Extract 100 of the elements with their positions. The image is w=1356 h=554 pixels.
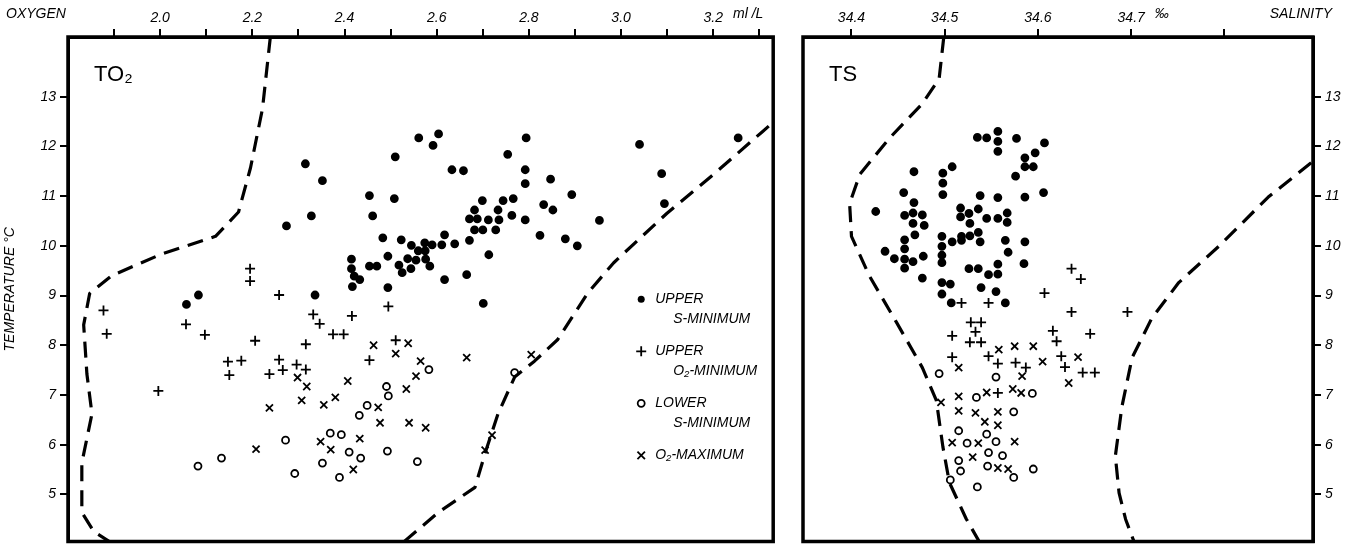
- x-tick-label: 3.0: [611, 9, 632, 26]
- point: [973, 438, 983, 448]
- y-tick-label: 7: [1325, 385, 1334, 402]
- point: [945, 475, 955, 485]
- y-tick-label: 13: [40, 87, 57, 104]
- y-tick-label: 6: [1325, 435, 1333, 452]
- x-tick-label: 2.6: [426, 9, 447, 26]
- x-tick-label: 2.0: [149, 9, 171, 26]
- point: [391, 349, 401, 359]
- point: [1065, 306, 1078, 318]
- point: [1019, 361, 1032, 374]
- point: [373, 402, 383, 412]
- point: [217, 453, 226, 463]
- point: [1055, 350, 1068, 363]
- point: [993, 463, 1003, 473]
- point: [1010, 341, 1020, 351]
- point: [1076, 366, 1089, 379]
- point: [276, 364, 289, 376]
- point: [1017, 371, 1027, 381]
- point: [326, 445, 336, 455]
- point: [362, 400, 372, 410]
- x-axis-title: OXYGEN: [6, 4, 67, 21]
- x-tick-label: 34.6: [1024, 9, 1052, 26]
- point: [180, 318, 192, 331]
- point: [421, 423, 431, 433]
- point: [526, 350, 536, 360]
- point: [956, 466, 965, 476]
- point: [994, 345, 1004, 355]
- point: [1028, 341, 1038, 351]
- point: [193, 461, 203, 471]
- point: [249, 334, 262, 347]
- point: [975, 316, 987, 329]
- point: [244, 275, 256, 287]
- point: [293, 373, 302, 382]
- point: [982, 297, 995, 309]
- point: [936, 397, 946, 407]
- legend-label: O₂-MAXIMUM: [655, 446, 745, 463]
- point: [954, 456, 964, 465]
- point: [1050, 335, 1063, 348]
- y-tick-label: 6: [48, 435, 57, 452]
- point: [263, 368, 276, 380]
- y-tick-label: 9: [1325, 286, 1333, 303]
- point: [273, 353, 285, 366]
- point: [983, 461, 993, 471]
- point: [355, 434, 365, 444]
- point: [991, 437, 1001, 447]
- point: [412, 457, 422, 466]
- text: ‰: [1154, 4, 1169, 21]
- point: [971, 408, 980, 418]
- point: [946, 329, 959, 342]
- text: TS: [829, 61, 858, 86]
- point: [954, 392, 964, 401]
- point: [327, 328, 339, 341]
- point: [980, 417, 990, 427]
- point: [969, 325, 982, 338]
- point: [1016, 388, 1026, 398]
- point: [416, 356, 426, 366]
- point: [389, 334, 402, 347]
- point: [297, 395, 307, 405]
- point: [404, 418, 414, 428]
- y-tick-label: 11: [41, 186, 56, 203]
- point: [281, 435, 290, 445]
- y-tick-label: 8: [48, 336, 57, 353]
- point: [964, 316, 977, 329]
- point: [343, 376, 353, 386]
- point: [1027, 389, 1037, 398]
- point: [963, 336, 976, 349]
- point: [998, 451, 1007, 460]
- point: [972, 482, 982, 492]
- point: [1010, 437, 1020, 447]
- y-tick-label: 10: [1325, 236, 1341, 253]
- point: [348, 465, 358, 474]
- point: [991, 357, 1004, 370]
- point: [1059, 361, 1071, 373]
- point: [993, 407, 1003, 417]
- point: [375, 418, 385, 428]
- point: [1028, 464, 1038, 474]
- point: [993, 420, 1003, 430]
- point: [462, 353, 472, 363]
- x-tick-label: 3.2: [703, 9, 724, 26]
- point: [335, 473, 344, 482]
- point: [223, 369, 236, 381]
- point: [947, 438, 957, 448]
- point: [403, 338, 413, 348]
- point: [480, 445, 490, 455]
- point: [984, 448, 993, 458]
- point: [222, 355, 234, 368]
- point: [313, 317, 326, 330]
- point: [383, 446, 392, 456]
- point: [1046, 324, 1059, 337]
- x-tick-label: 2.2: [241, 9, 263, 26]
- point: [424, 365, 434, 374]
- point: [1009, 473, 1019, 482]
- point: [273, 289, 285, 301]
- x-tick-label: 34.4: [837, 9, 866, 26]
- point: [1065, 262, 1078, 275]
- point: [1009, 356, 1022, 369]
- point: [934, 369, 944, 378]
- point: [307, 308, 320, 321]
- legend-label: LOWER S-MINIMUM: [655, 394, 751, 431]
